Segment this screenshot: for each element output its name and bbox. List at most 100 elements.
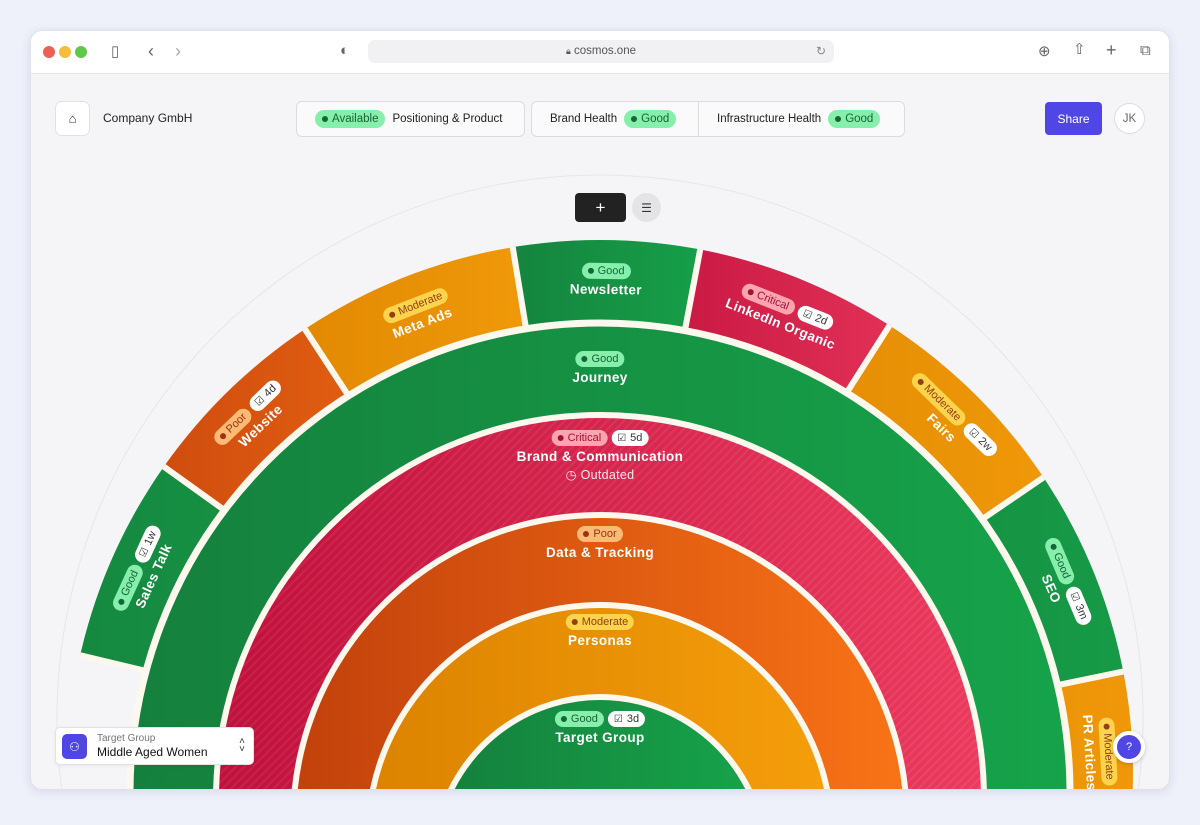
status-text: Good xyxy=(597,264,625,278)
status-dot-icon xyxy=(219,431,228,441)
status-dot-icon xyxy=(571,619,578,625)
status-dot-icon xyxy=(1103,723,1110,730)
close-window-button[interactable] xyxy=(43,46,55,58)
status-dot-icon xyxy=(581,356,588,362)
segment-name: Brand & Communication xyxy=(516,449,684,464)
url-text: cosmos.one xyxy=(573,45,636,57)
status-text: Good xyxy=(570,713,598,725)
status-badge: Good xyxy=(554,711,604,727)
segment-label: Moderate PR Articles xyxy=(1080,713,1119,789)
status-badge: Critical xyxy=(551,430,608,446)
question-icon: ? xyxy=(1125,741,1133,753)
status-badge: Good xyxy=(575,351,625,367)
badge-row: Critical ☑ 5d xyxy=(551,430,649,446)
segment-name: Data & Tracking xyxy=(545,545,655,560)
checkbox-icon: ☑ xyxy=(137,545,152,559)
checkbox-icon: ☑ xyxy=(252,393,267,408)
share-button[interactable]: Share xyxy=(1045,102,1102,135)
address-bar[interactable]: 🔒︎ cosmos.one ↻ xyxy=(368,40,834,63)
segment-name: Newsletter xyxy=(569,281,643,298)
back-icon[interactable]: ‹ xyxy=(148,41,154,61)
shield-icon[interactable]: ◐ xyxy=(340,42,350,59)
status-badge: Available xyxy=(315,110,386,128)
ring-target-group[interactable] xyxy=(446,694,753,790)
checkbox-icon: ☑ xyxy=(966,426,981,441)
status-dot-icon xyxy=(1049,542,1058,551)
company-name: Company GmbH xyxy=(103,111,193,125)
tab-label: Positioning & Product xyxy=(392,113,503,125)
new-tab-icon[interactable]: + xyxy=(1106,40,1117,60)
note-text: Outdated xyxy=(580,468,635,482)
filter-button[interactable]: ☰ xyxy=(632,193,661,222)
rings-svg xyxy=(56,174,1144,790)
users-icon: ⚇ xyxy=(62,734,87,759)
home-icon: ⌂ xyxy=(68,111,77,126)
status-badge: Good xyxy=(581,262,631,280)
status-badge: Good xyxy=(624,110,677,128)
maximize-window-button[interactable] xyxy=(75,46,87,58)
badge-row: Good xyxy=(575,351,625,367)
add-button[interactable]: + xyxy=(575,193,626,222)
sliders-icon: ☰ xyxy=(641,200,652,215)
badge-row: Good xyxy=(581,262,631,280)
task-count-badge: ☑ 5d xyxy=(611,430,649,446)
target-group-selector[interactable]: ⚇ Target Group Middle Aged Women ˄ ˅ xyxy=(55,727,254,765)
segment-label: Poor Data & Tracking xyxy=(546,526,654,560)
checkbox-icon: ☑ xyxy=(1068,590,1082,603)
share-sheet-icon[interactable]: ⇧ xyxy=(1073,41,1086,58)
browser-window: Good ☑ 3d Target Group Moderate Personas Poor D… xyxy=(30,30,1170,790)
tab-brand-health[interactable]: Brand Health Good xyxy=(532,102,698,136)
tab-positioning-product[interactable]: Available Positioning & Product xyxy=(297,102,520,136)
badge-row: Poor xyxy=(577,526,623,542)
forward-icon[interactable]: › xyxy=(175,41,181,61)
sidebar-icon[interactable]: ▯ xyxy=(111,43,120,60)
browser-toolbar: ▯ ‹ › ◐ 🔒︎ cosmos.one ↻ ⊕ ⇧ + ⧉ xyxy=(31,31,1169,74)
badge-row: Moderate xyxy=(565,614,635,630)
download-icon[interactable]: ⊕ xyxy=(1038,43,1051,60)
segment-name: Journey xyxy=(572,370,628,385)
status-text: Poor xyxy=(593,528,617,540)
task-count-badge: ☑ 3d xyxy=(607,711,646,727)
status-text: Moderate xyxy=(581,616,629,628)
count-text: 3d xyxy=(626,713,640,725)
segment-label: Moderate Personas xyxy=(565,614,635,648)
tab-group-positioning: Available Positioning & Product xyxy=(296,101,525,137)
segment-name: Target Group xyxy=(555,730,645,745)
badge-row: Good ☑ 3d xyxy=(554,711,646,727)
status-text: Critical xyxy=(567,432,602,444)
clock-icon: ◷ xyxy=(565,468,581,482)
status-dot-icon xyxy=(388,310,396,319)
status-dot-icon xyxy=(560,716,567,722)
segment-label: Good ☑ 3d Target Group xyxy=(554,711,646,745)
status-badge: Poor xyxy=(577,526,623,542)
status-text: Good xyxy=(591,353,619,365)
minimize-window-button[interactable] xyxy=(59,46,71,58)
radial-chart: Good ☑ 3d Target Group Moderate Personas Poor D… xyxy=(31,31,1169,790)
checkbox-icon: ☑ xyxy=(801,307,814,322)
home-button[interactable]: ⌂ xyxy=(55,101,90,136)
status-badge: Moderate xyxy=(565,614,635,630)
lock-icon: 🔒︎ xyxy=(565,46,571,56)
count-text: 4d xyxy=(261,382,280,400)
tab-label: Brand Health xyxy=(550,113,618,125)
status-badge: Good xyxy=(828,110,881,128)
count-text: 1w xyxy=(142,529,160,548)
status-dot-icon xyxy=(557,435,564,441)
reload-icon[interactable]: ↻ xyxy=(815,44,826,58)
tab-infrastructure-health[interactable]: Infrastructure Health Good xyxy=(698,102,898,136)
count-text: 2d xyxy=(813,312,830,328)
status-dot-icon xyxy=(746,288,755,297)
chevron-updown-icon: ˄ ˅ xyxy=(239,736,245,755)
help-button[interactable]: ? xyxy=(1113,731,1145,763)
target-group-value: Middle Aged Women xyxy=(97,745,208,759)
avatar[interactable]: JK xyxy=(1114,103,1145,134)
outdated-note: ◷ Outdated xyxy=(566,467,635,482)
segment-label: Critical ☑ 5d Brand & Communication ◷ Outdat… xyxy=(517,430,684,482)
tabs-overview-icon[interactable]: ⧉ xyxy=(1140,42,1151,59)
status-dot-icon xyxy=(583,531,590,537)
checkbox-icon: ☑ xyxy=(613,713,623,725)
status-dot-icon xyxy=(916,377,925,387)
tab-group-health: Brand Health Good Infrastructure Health … xyxy=(531,101,905,137)
status-dot-icon xyxy=(587,267,594,274)
checkbox-icon: ☑ xyxy=(617,432,627,444)
